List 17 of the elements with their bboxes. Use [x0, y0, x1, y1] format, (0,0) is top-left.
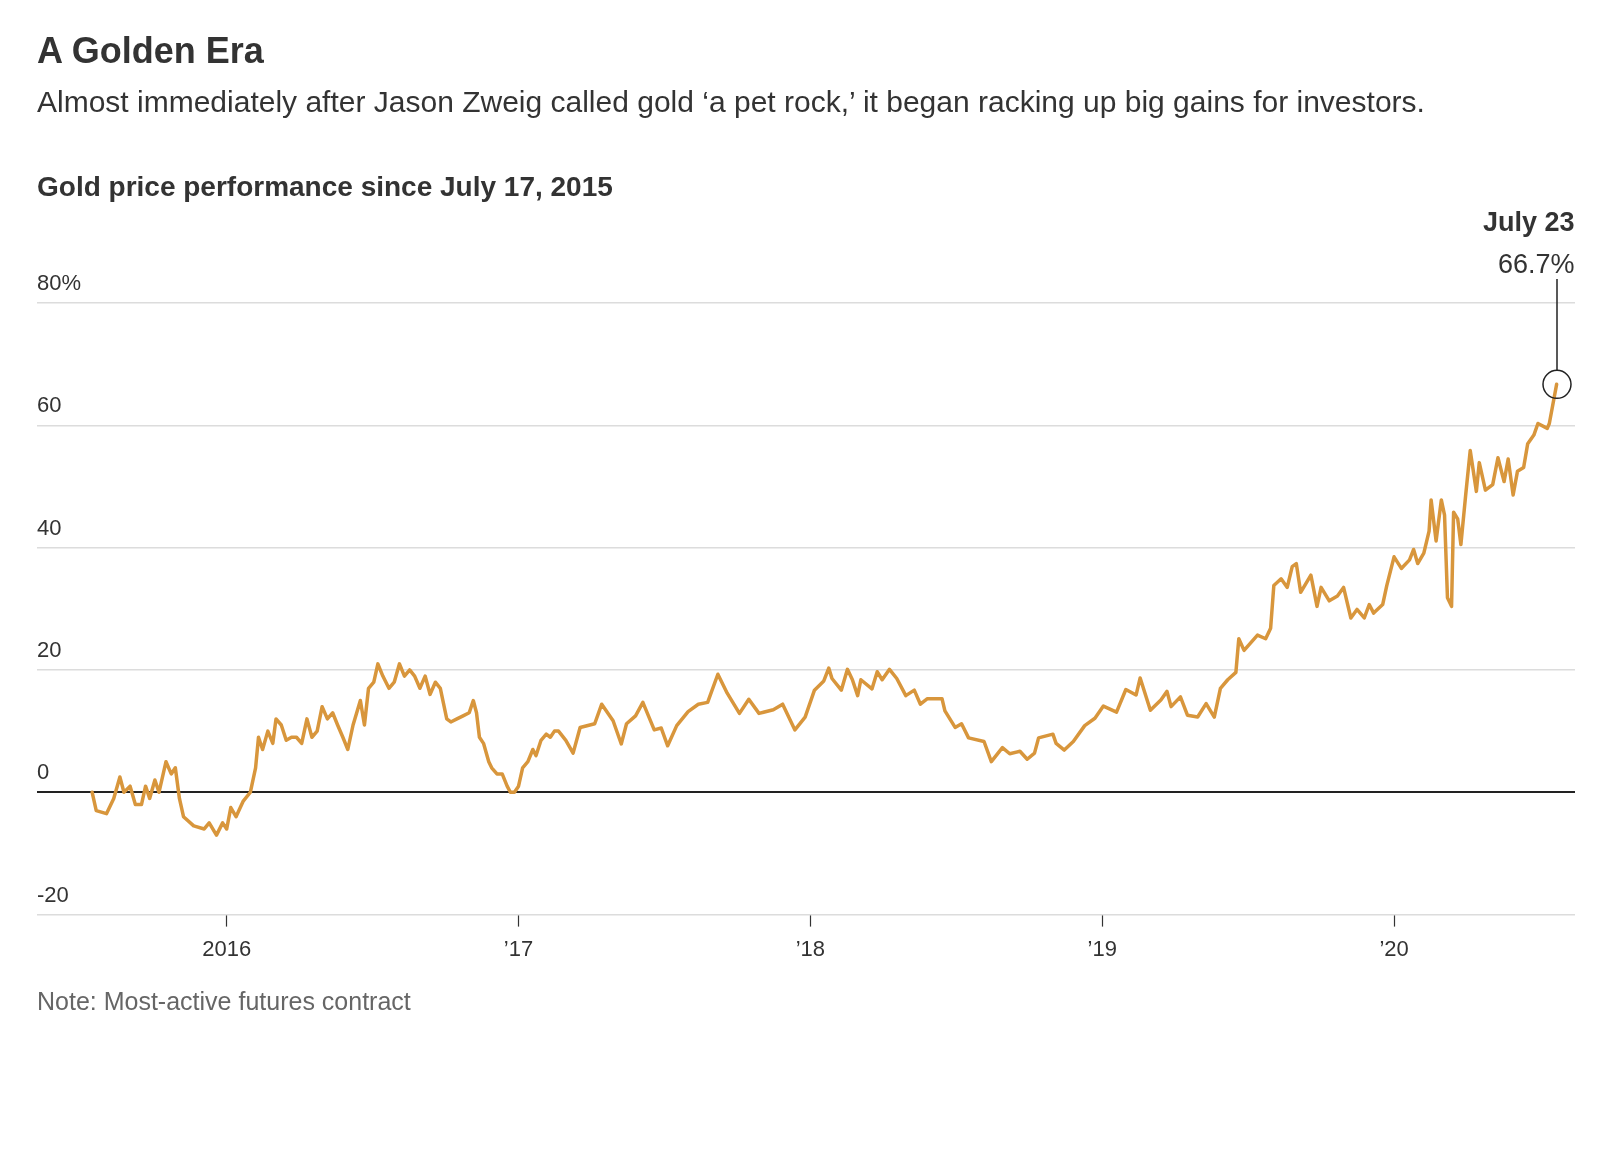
chart-title: A Golden Era	[37, 30, 265, 72]
text: Note: Most-active futures contract	[37, 987, 412, 1016]
y-tick-label: -20	[37, 881, 69, 907]
data-label: 66.7%	[1498, 249, 1575, 279]
text: July 23	[1483, 207, 1575, 237]
y-tick-label: 60	[37, 392, 62, 418]
y-tick-label: 40	[37, 514, 62, 540]
x-tick-label: ’17	[503, 935, 534, 961]
x-tick-label: ’19	[1087, 935, 1117, 961]
y-tick-label: 20	[37, 637, 62, 663]
y-axis-title: Gold price performance since July 17, 2015	[37, 171, 614, 203]
chart-subtitle: Almost immediately after Jason Zweig called gold ‘a pet rock,’ it began racking up big gains for investors.	[37, 84, 1426, 120]
x-tick-label: ’18	[795, 935, 826, 961]
y-tick-label: 80%	[37, 270, 82, 296]
y-tick-label: 0	[37, 759, 50, 785]
x-tick-label: ’20	[1379, 935, 1409, 961]
x-tick-label: 2016	[202, 935, 252, 961]
